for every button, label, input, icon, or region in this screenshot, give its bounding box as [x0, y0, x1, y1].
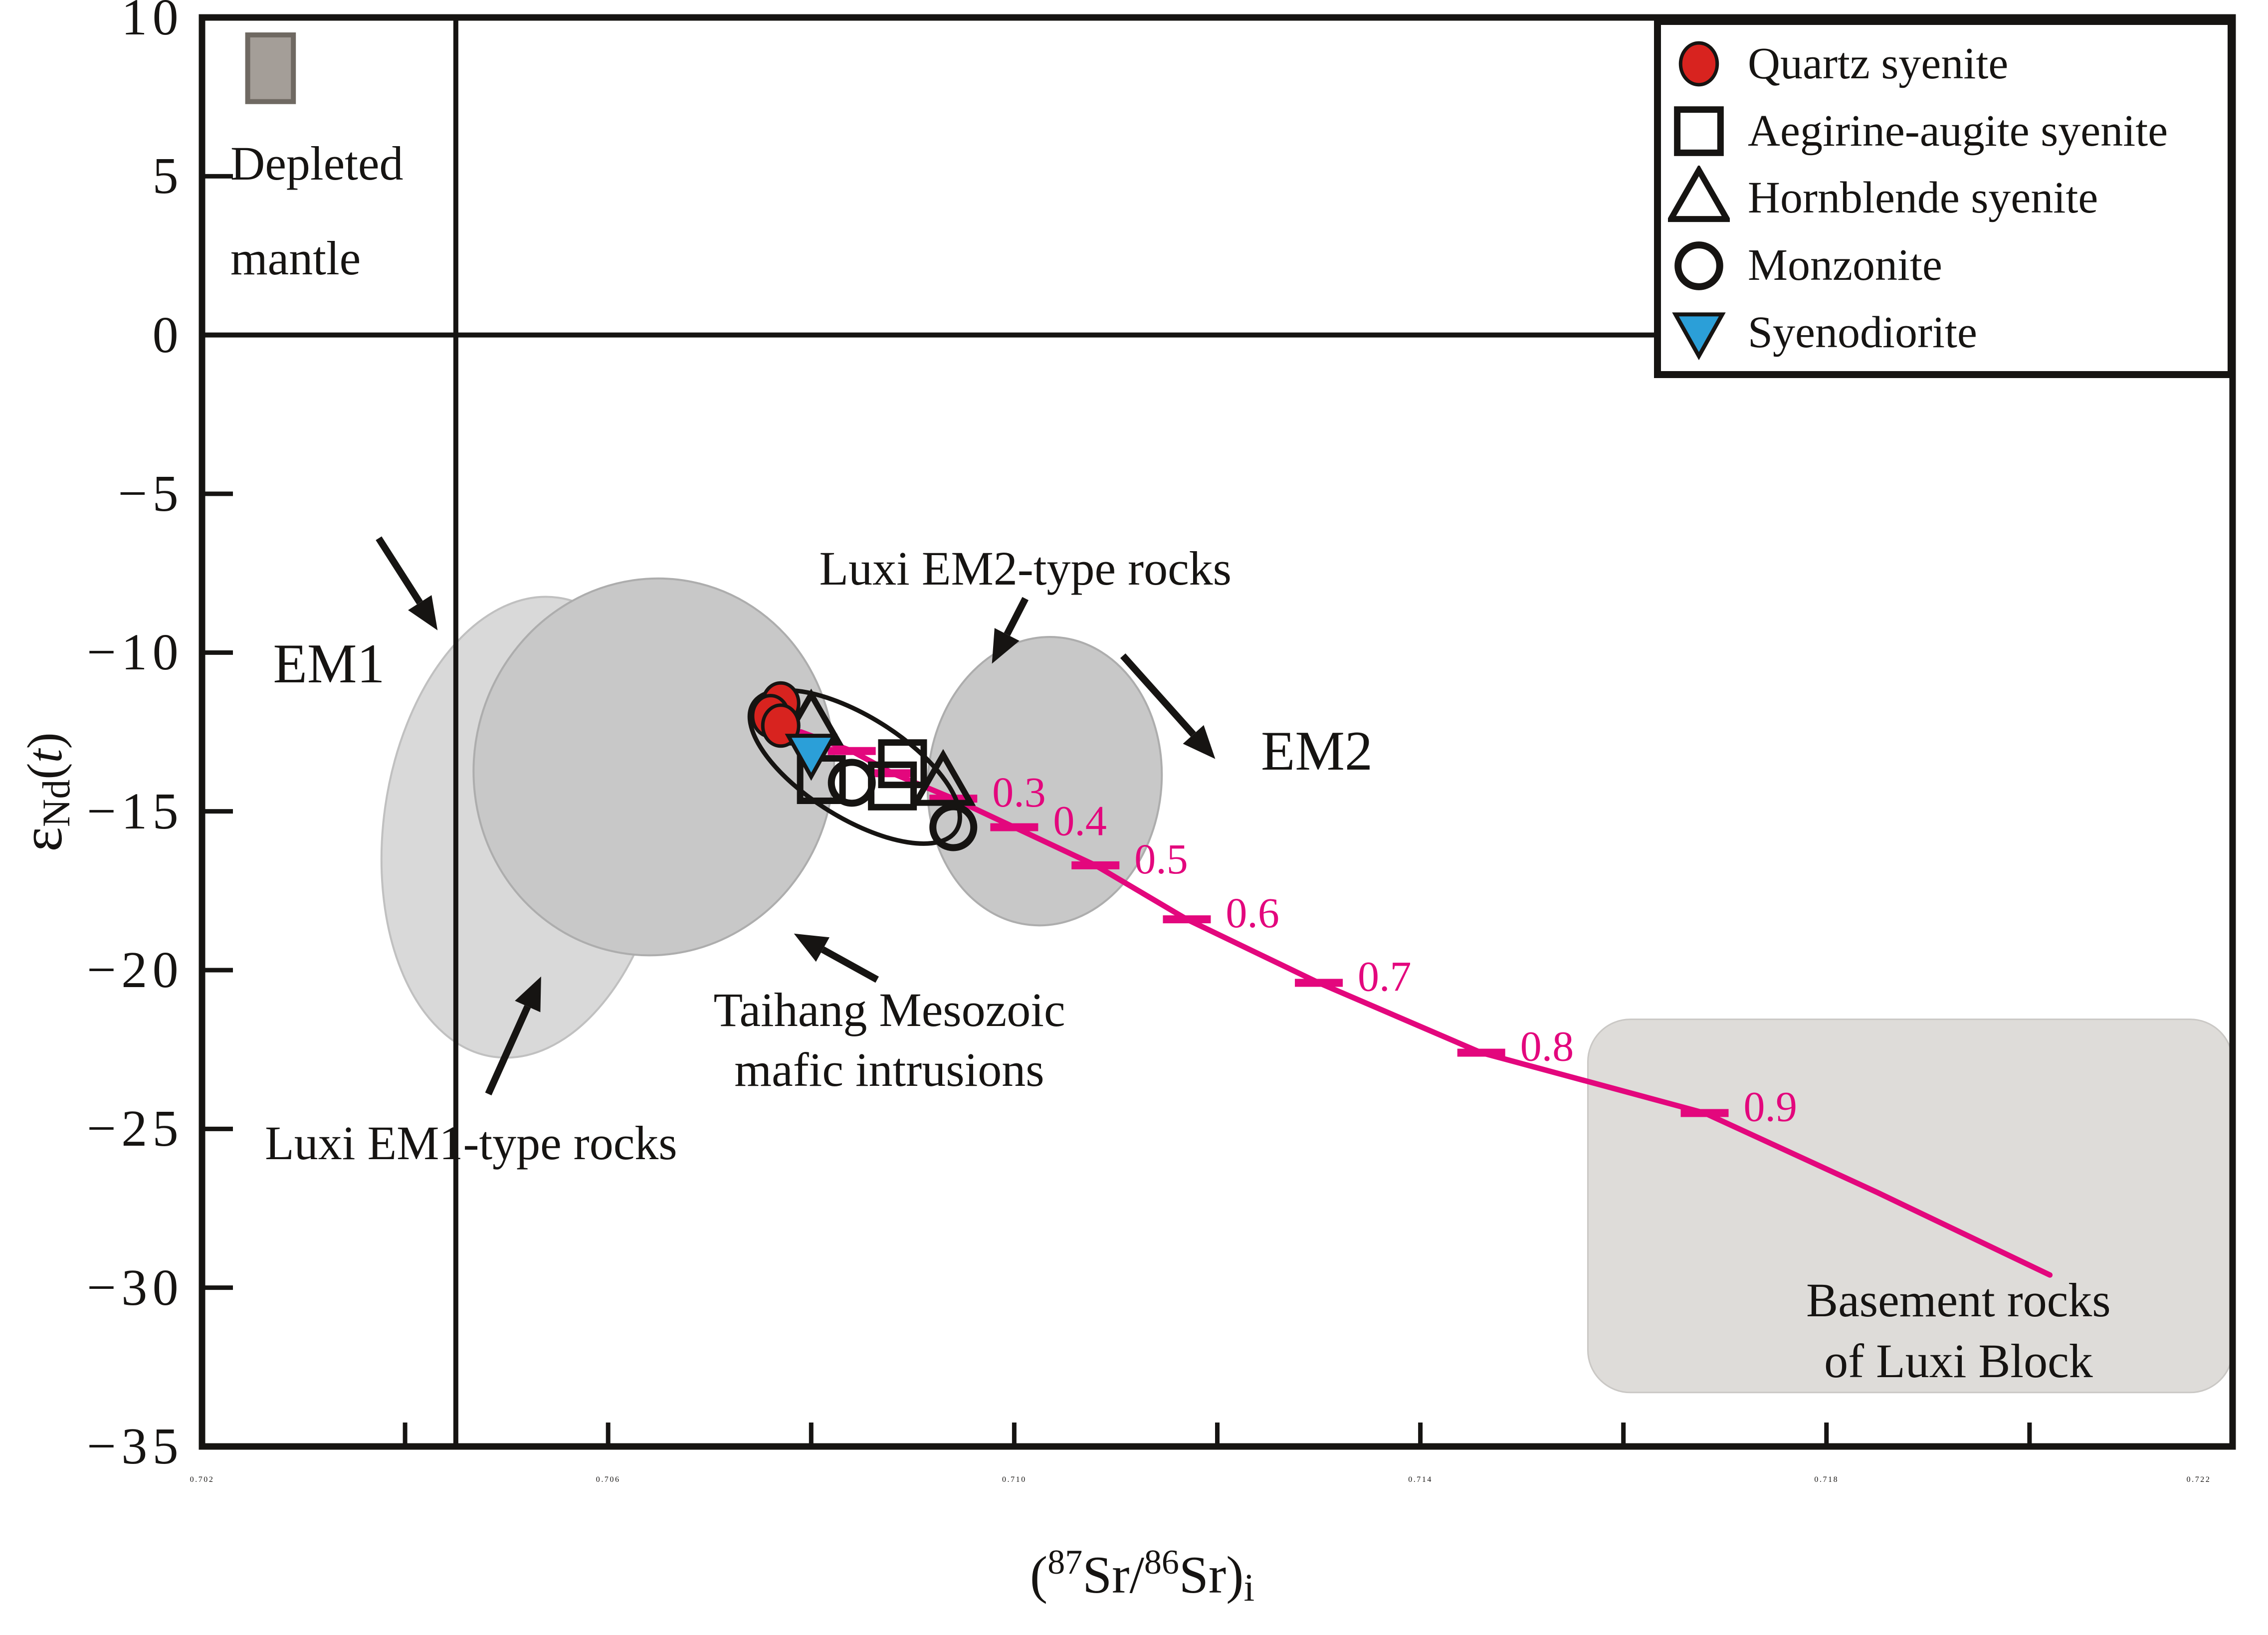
depleted-mantle-label-line-2: mantle — [230, 231, 361, 285]
marker-aegirine-augite-syenite — [878, 739, 927, 789]
mixing-curve-tick — [1071, 861, 1120, 869]
mixing-curve-tick — [827, 747, 876, 755]
taihang-arrow — [821, 946, 879, 983]
mixing-curve-tick — [868, 769, 917, 778]
mixing-curve-tick — [1680, 1109, 1729, 1117]
x-axis-title: (87Sr/86Sr)i — [1030, 1543, 1255, 1609]
legend-marker-shape — [1672, 312, 1726, 360]
y-tick-label: −20 — [87, 941, 184, 999]
y-tick-label: 0 — [152, 306, 184, 364]
x-tick-label: 0.710 — [1002, 1475, 1027, 1484]
quartz-syenite-marker-icon — [1678, 41, 1719, 87]
monzonite-marker-icon — [1674, 241, 1723, 290]
legend-label: Aegirine-augite syenite — [1748, 106, 2168, 156]
y-title-nd: Nd — [34, 779, 78, 827]
x-title-open: ( — [1030, 1546, 1048, 1604]
legend-label: Syenodiorite — [1748, 308, 1977, 358]
mixing-curve-tick-label: 0.7 — [1358, 952, 1412, 1000]
legend-marker-shape — [1674, 241, 1723, 290]
marker-monzonite — [929, 803, 978, 851]
mixing-curve-tick-label: 0.6 — [1226, 889, 1279, 937]
legend-label: Hornblende syenite — [1748, 173, 2098, 223]
y-tick-label: 10 — [121, 0, 184, 46]
y-tick-label: −25 — [87, 1100, 184, 1158]
luxi-em1-arrow — [485, 1005, 531, 1096]
luxi-em1-arrow-head — [515, 976, 541, 1013]
legend-label: Quartz syenite — [1748, 38, 2009, 88]
legend-item-aegirine-augite-syenite: Aegirine-augite syenite — [1668, 97, 2228, 165]
syenodiorite-marker-icon — [1672, 312, 1726, 360]
basement-label-line-2: of Luxi Block — [1824, 1334, 2093, 1388]
luxi-em2-field — [926, 636, 1163, 927]
y-title-t: t — [17, 749, 72, 763]
y-tick-label: −5 — [118, 465, 184, 522]
em1-arrow — [376, 536, 423, 605]
mixing-curve-tick-label: 0.4 — [1053, 797, 1107, 845]
mixing-curve-tick — [1457, 1048, 1505, 1057]
depleted-mantle-label-line-1: Depleted — [230, 136, 404, 190]
hornblende-syenite-marker-icon — [1668, 165, 1730, 222]
x-title-mid: Sr/ — [1082, 1546, 1144, 1604]
x-tick-label: 0.714 — [1408, 1475, 1433, 1484]
basement-label-line-1: Basement rocks — [1806, 1273, 2111, 1327]
x-title-sup-86: 86 — [1144, 1543, 1179, 1582]
y-tick-label: −10 — [87, 623, 184, 681]
marker-syenodiorite — [785, 734, 838, 781]
luxi-em2-arrow — [1004, 597, 1029, 636]
luxi-em2-label: Luxi EM2-type rocks — [819, 541, 1232, 595]
legend: Quartz syenite Aegirine-augite syenite H… — [1654, 18, 2235, 378]
em2-label: EM2 — [1260, 720, 1373, 782]
legend-marker-shape — [1678, 41, 1719, 87]
legend-marker-shape — [1668, 165, 1730, 222]
marker-hornblende-syenite — [910, 749, 976, 806]
legend-label: Monzonite — [1748, 240, 1942, 290]
x-title-sub-i: i — [1243, 1566, 1255, 1609]
mixing-curve-tick — [1163, 915, 1211, 924]
y-axis-title: εNd(t) — [8, 732, 78, 852]
legend-item-syenodiorite: Syenodiorite — [1668, 299, 2228, 366]
mixing-curve-tick-label: 0.5 — [1134, 835, 1188, 883]
y-tick-label: −15 — [87, 782, 184, 840]
mixing-curve-tick-label: 0.8 — [1520, 1022, 1574, 1070]
x-title-close: Sr) — [1179, 1546, 1244, 1604]
mixing-curve-tick-label: 0.9 — [1744, 1083, 1798, 1131]
mixing-curve-tick-label: 0.3 — [992, 768, 1046, 816]
legend-item-hornblende-syenite: Hornblende syenite — [1668, 165, 2228, 232]
mixing-curve-tick — [1295, 979, 1343, 987]
sample-cluster-ellipse — [747, 688, 962, 846]
taihang-label-line-2: mafic intrusions — [734, 1042, 1044, 1096]
taihang-label-line-1: Taihang Mesozoic — [713, 983, 1065, 1036]
legend-item-monzonite: Monzonite — [1668, 231, 2228, 299]
y-title-close: ) — [17, 732, 72, 749]
y-title-epsilon: ε — [9, 827, 74, 852]
x-tick-label: 0.706 — [596, 1475, 620, 1484]
x-tick-label: 0.702 — [190, 1475, 214, 1484]
y-title-open: ( — [17, 763, 72, 780]
em1-label: EM1 — [273, 632, 385, 695]
taihang-arrow-head — [794, 933, 830, 962]
em2-arrow-head — [1183, 725, 1216, 759]
aegirine-augite-marker-icon — [1674, 106, 1724, 157]
em1-arrow-head — [408, 595, 438, 630]
x-tick-label: 0.718 — [1814, 1475, 1839, 1484]
plot-frame — [199, 14, 2236, 1450]
y-tick-label: −30 — [87, 1258, 184, 1316]
x-title-sup-87: 87 — [1047, 1543, 1083, 1582]
y-tick-label: −35 — [87, 1418, 184, 1475]
em2-arrow — [1120, 653, 1196, 737]
x-tick-label: 0.722 — [2186, 1475, 2211, 1484]
y-tick-label: 5 — [152, 147, 184, 205]
legend-marker-shape — [1674, 106, 1724, 157]
mixing-curve-tick — [990, 823, 1038, 831]
marker-monzonite — [827, 759, 876, 807]
depleted-mantle-box — [245, 32, 296, 104]
luxi-em2-arrow-head — [992, 628, 1020, 664]
luxi-em1-label: Luxi EM1-type rocks — [265, 1116, 677, 1170]
legend-item-quartz-syenite: Quartz syenite — [1668, 30, 2228, 97]
